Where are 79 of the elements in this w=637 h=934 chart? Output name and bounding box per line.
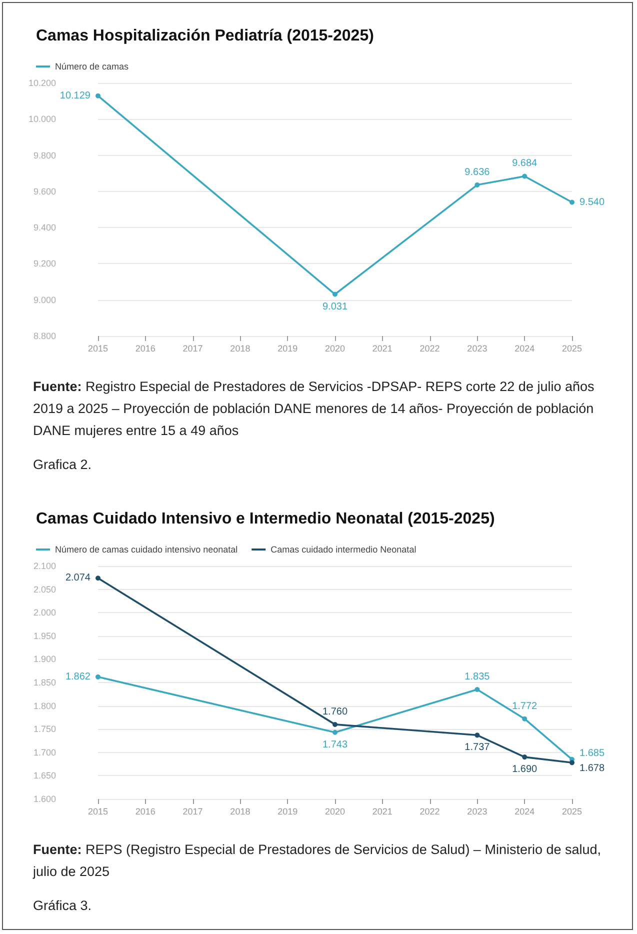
chart-title: Camas Cuidado Intensivo e Intermedio Neonatal (2015-2025) [36, 510, 495, 528]
data-label: 9.684 [512, 158, 538, 170]
x-tick-label: 2022 [420, 344, 440, 354]
point [570, 200, 574, 205]
x-tick-label: 2021 [372, 344, 392, 354]
y-tick-label: 10.000 [28, 114, 56, 124]
x-tick-label: 2016 [135, 806, 156, 816]
y-tick-label: 9.200 [33, 258, 56, 269]
y-tick-label: 9.000 [33, 294, 56, 305]
data-label: 1.862 [65, 671, 91, 682]
x-tick-label: 2025 [562, 806, 582, 816]
y-tick-label: 1.650 [33, 770, 56, 781]
x-tick-label: 2024 [514, 806, 535, 816]
y-tick-label: 1.600 [33, 794, 56, 804]
data-label: 9.540 [580, 196, 605, 208]
x-tick-label: 2018 [230, 806, 250, 816]
x-tick-label: 2017 [182, 806, 203, 816]
point [332, 730, 338, 735]
x-tick-label: 2024 [514, 344, 535, 354]
text: Grafica 2. [33, 456, 93, 474]
data-label: 2.074 [65, 572, 91, 584]
x-tick-label: 2023 [467, 344, 488, 354]
point [522, 716, 528, 722]
data-label: 9.031 [322, 301, 348, 312]
legend-label: Número de camas cuidado intensivo neonatal [55, 544, 238, 554]
point [332, 722, 338, 727]
data-label: 1.678 [580, 763, 605, 774]
y-tick-label: 10.200 [28, 78, 56, 88]
legend-label: Número de camas [55, 62, 130, 72]
y-tick-label: 9.400 [33, 222, 56, 233]
x-tick-label: 2015 [88, 806, 108, 816]
y-tick-label: 2.050 [33, 584, 56, 594]
text: Gráfica 3. [33, 897, 93, 915]
data-label: 10.129 [60, 90, 91, 102]
point [522, 174, 528, 179]
data-label: 1.772 [512, 700, 538, 712]
y-tick-label: 1.900 [33, 654, 56, 664]
data-label: 1.835 [464, 671, 490, 682]
y-tick-label: 1.850 [33, 678, 56, 688]
x-tick-label: 2021 [372, 806, 392, 816]
data-label: 9.636 [464, 166, 490, 178]
y-tick-label: 1.700 [33, 747, 56, 758]
x-tick-label: 2025 [562, 344, 582, 354]
point [474, 732, 480, 738]
x-tick-label: 2019 [278, 344, 298, 354]
y-tick-label: 2.100 [33, 561, 56, 571]
x-tick-label: 2015 [88, 344, 108, 354]
y-tick-label: 8.800 [33, 331, 56, 341]
x-tick-label: 2017 [182, 344, 203, 354]
point [96, 674, 100, 680]
x-tick-label: 2022 [420, 806, 440, 816]
x-tick-label: 2020 [324, 806, 346, 816]
x-tick-label: 2018 [230, 344, 250, 354]
source-note: Fuente: Registro Especial de Prestadores de Servicios -DPSAP- REPS corte 22 de julio años 2019 a 2025 – Proyección de población DANE menores de 14 años- Proyección de población DANE mujeres entre 15 a 49 años [33, 378, 596, 440]
y-tick-label: 1.950 [33, 630, 56, 641]
x-tick-label: 2016 [135, 344, 156, 354]
point [96, 576, 100, 581]
point [522, 754, 528, 760]
y-tick-label: 2.000 [33, 608, 56, 618]
data-label: 1.685 [580, 748, 605, 759]
point [474, 182, 480, 188]
data-label: 1.737 [464, 742, 490, 754]
data-label: 1.743 [322, 739, 348, 750]
y-tick-label: 1.750 [33, 724, 56, 734]
chart-title: Camas Hospitalización Pediatría (2015-2025) [36, 28, 374, 44]
y-tick-label: 9.800 [33, 150, 56, 160]
y-tick-label: 1.800 [33, 700, 56, 711]
x-tick-label: 2023 [467, 806, 488, 816]
point [474, 686, 480, 692]
point [332, 292, 338, 297]
legend-label: Camas cuidado intermedio Neonatal [270, 544, 416, 554]
source-note: Fuente: REPS (Registro Especial de Prestadores de Servicios de Salud) – Ministerio de salud, julio de 2025 [33, 841, 602, 881]
data-label: 1.690 [512, 764, 538, 776]
y-tick-label: 9.600 [33, 186, 56, 196]
point [96, 93, 100, 98]
x-tick-label: 2020 [324, 344, 346, 354]
point [570, 760, 574, 766]
x-tick-label: 2019 [278, 806, 298, 816]
data-label: 1.760 [322, 706, 348, 718]
